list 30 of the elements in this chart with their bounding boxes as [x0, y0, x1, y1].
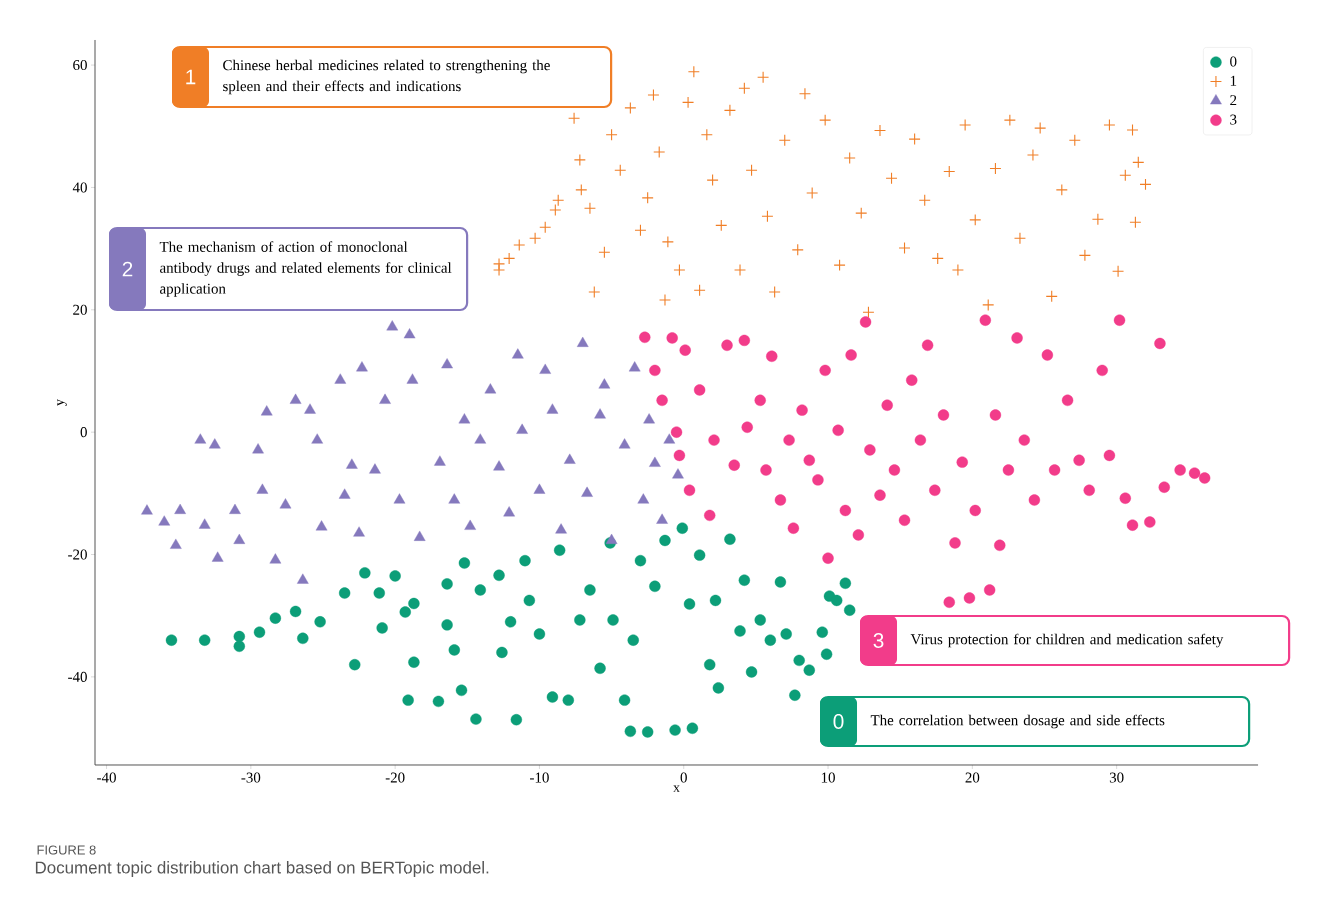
annotation: Chinese herbal medicines related to strengthening the spleen and their effects and indications	[223, 59, 550, 95]
x-tick-label: -30	[241, 772, 261, 783]
y-tick-label: -20	[68, 549, 87, 560]
annotation: Virus protection for children and medication safety	[910, 633, 1224, 648]
y-tick-label: 20	[73, 304, 87, 315]
annotation: The correlation between dosage and side effects	[870, 714, 1165, 729]
annotation: 3	[873, 633, 884, 648]
legend-label: 0	[1230, 56, 1237, 67]
annotation: 2	[122, 261, 133, 277]
legend-label: 3	[1230, 114, 1237, 125]
y-tick-label: -40	[68, 671, 87, 682]
x-tick-label: 0	[680, 772, 687, 783]
x-tick-label: 30	[1109, 772, 1124, 783]
y-tick-label: 0	[80, 427, 87, 438]
y-tick-label: 40	[72, 182, 87, 193]
caption: FIGURE 8	[37, 845, 96, 855]
y-tick-label: 60	[73, 60, 87, 71]
annotation: The mechanism of action of monoclonal antibody drugs and related elements for clinical application	[159, 241, 452, 297]
x-tick-label: -20	[385, 772, 405, 783]
x-axis-title: x	[673, 785, 680, 792]
text: Document topic distribution chart based on BERTopic model.	[35, 861, 489, 877]
annotation: 0	[833, 714, 844, 729]
x-tick-label: -40	[97, 772, 116, 783]
legend-label: 1	[1230, 75, 1237, 86]
x-tick-label: -10	[530, 772, 549, 783]
y-axis-title: y	[57, 399, 67, 406]
annotation: 1	[186, 69, 196, 85]
x-tick-label: 20	[965, 772, 980, 783]
x-tick-label: 10	[821, 772, 835, 783]
legend-label: 2	[1230, 95, 1237, 106]
